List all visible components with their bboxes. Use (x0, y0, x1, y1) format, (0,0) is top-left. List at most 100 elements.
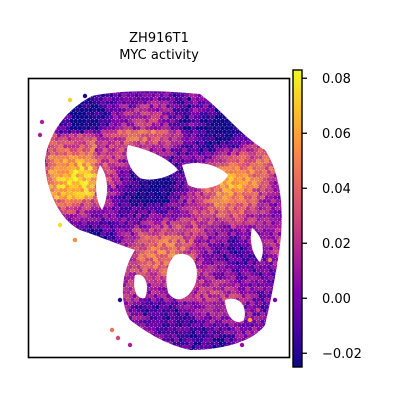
spot (243, 122, 248, 127)
spot (75, 144, 81, 149)
spot (189, 239, 194, 244)
spot (163, 304, 169, 310)
spot (165, 199, 171, 204)
spot (138, 224, 143, 229)
spot (121, 253, 127, 259)
spot (243, 268, 248, 273)
spot (262, 250, 267, 255)
spot (172, 107, 177, 113)
spot (73, 344, 78, 350)
spot (67, 282, 72, 288)
spot (189, 202, 194, 207)
spot (254, 323, 259, 328)
spot (258, 279, 263, 284)
spot (132, 264, 137, 270)
spot (249, 323, 255, 328)
spot (228, 293, 234, 299)
spot (56, 308, 62, 313)
spot (163, 290, 169, 295)
spot (105, 297, 110, 302)
spot (214, 304, 219, 310)
spot (216, 104, 221, 109)
spot (111, 242, 116, 248)
spot (90, 140, 95, 145)
spot (46, 144, 51, 149)
spot (116, 352, 120, 356)
spot (254, 96, 259, 102)
spot (58, 239, 64, 244)
spot (212, 147, 217, 153)
spot (260, 312, 265, 317)
spot (245, 140, 251, 145)
spot (189, 115, 194, 120)
spot (281, 136, 282, 142)
spot (216, 111, 221, 116)
spot (197, 158, 202, 164)
spot (77, 242, 83, 248)
spot (220, 301, 225, 306)
spot (277, 253, 282, 259)
spot (172, 202, 177, 207)
spot (126, 202, 131, 207)
spot (233, 147, 238, 153)
spot (94, 257, 99, 262)
spot (241, 162, 246, 167)
spot (157, 126, 162, 131)
spot (92, 202, 97, 207)
spot (128, 323, 133, 328)
spot (205, 334, 211, 339)
spot (165, 191, 171, 197)
spot (134, 136, 139, 142)
spot (75, 180, 81, 186)
spot (260, 268, 265, 273)
spot (54, 115, 59, 120)
spot (249, 264, 255, 270)
spot (155, 341, 160, 346)
spot (174, 140, 179, 145)
spot (62, 136, 68, 142)
spot (178, 155, 183, 160)
spot (113, 144, 118, 149)
spot (84, 202, 89, 207)
spot (207, 206, 213, 211)
spot (142, 115, 148, 120)
spot (144, 184, 150, 189)
spot (218, 202, 223, 207)
spot (178, 199, 183, 204)
spot (92, 312, 97, 317)
spot (247, 275, 253, 280)
spot (178, 220, 183, 226)
spot (67, 151, 72, 156)
spot (69, 206, 74, 211)
spot (200, 352, 204, 356)
spot (94, 293, 99, 299)
spot (55, 86, 59, 90)
spot (279, 301, 282, 306)
spot (172, 348, 177, 350)
spot (189, 348, 194, 350)
spot (172, 209, 177, 215)
spot (149, 293, 154, 299)
spot (203, 323, 209, 328)
spot (144, 96, 150, 102)
spot (256, 136, 261, 142)
spot (260, 209, 265, 215)
spot (144, 242, 150, 248)
spot (145, 352, 149, 356)
spot (71, 348, 76, 350)
spot (123, 140, 129, 145)
spot (50, 261, 55, 266)
spot (90, 169, 95, 175)
spot (201, 151, 206, 156)
spot (231, 129, 236, 134)
spot (244, 86, 248, 90)
spot (239, 136, 244, 142)
spot (121, 348, 127, 350)
spot (197, 231, 202, 237)
spot (147, 93, 152, 98)
spot (275, 250, 280, 255)
spot (170, 330, 175, 335)
spot (243, 290, 248, 295)
spot (45, 184, 49, 189)
spot (136, 118, 141, 124)
